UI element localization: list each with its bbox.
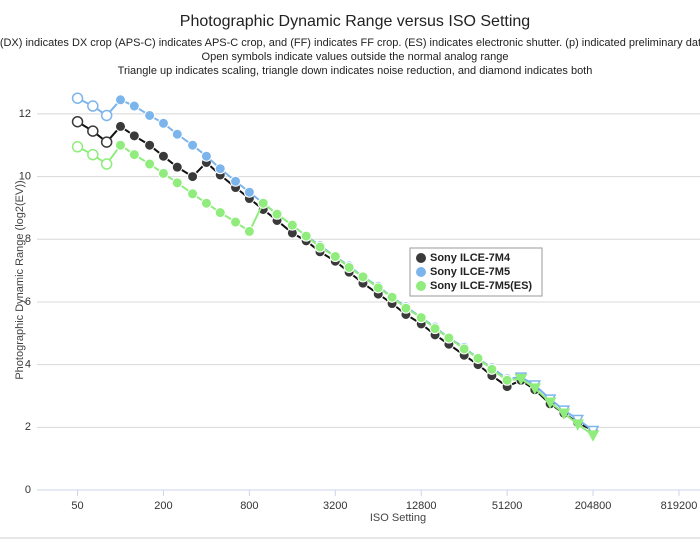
chart-subtitle: Open symbols indicate values outside the… (202, 51, 509, 63)
marker (157, 150, 169, 162)
marker (343, 261, 355, 273)
y-tick-label: 0 (25, 484, 31, 496)
marker (87, 125, 99, 137)
x-tick-label: 204800 (575, 500, 612, 512)
marker (557, 408, 571, 420)
x-tick-label: 12800 (406, 500, 437, 512)
y-tick-label: 12 (19, 108, 31, 120)
marker (171, 161, 183, 173)
legend-symbol (416, 267, 426, 277)
marker (271, 208, 283, 220)
marker (415, 312, 427, 324)
marker (187, 171, 199, 183)
marker (372, 282, 384, 294)
marker (528, 383, 542, 395)
marker (144, 158, 156, 170)
marker (144, 109, 156, 121)
x-tick-label: 3200 (323, 500, 347, 512)
marker (157, 167, 169, 179)
marker (100, 109, 113, 122)
y-tick-label: 4 (25, 359, 31, 371)
marker (443, 332, 455, 344)
marker (286, 219, 298, 231)
marker (171, 177, 183, 189)
marker (230, 175, 242, 187)
marker (257, 197, 269, 209)
chart-title: Photographic Dynamic Range versus ISO Se… (180, 13, 530, 30)
legend-symbol (416, 253, 426, 263)
marker (214, 163, 226, 175)
marker (114, 94, 126, 106)
marker (157, 117, 169, 129)
marker (87, 148, 99, 161)
marker (357, 271, 369, 283)
marker (214, 207, 226, 219)
y-axis-label: Photographic Dynamic Range (log2(EV)) (14, 180, 26, 379)
marker (71, 141, 84, 153)
marker (314, 241, 326, 253)
marker (543, 397, 557, 409)
marker (400, 302, 412, 314)
marker (114, 120, 126, 132)
marker (128, 149, 140, 161)
marker (514, 373, 528, 386)
marker (230, 216, 242, 228)
marker (429, 323, 441, 335)
marker (187, 139, 199, 151)
marker (100, 158, 113, 170)
marker (386, 291, 398, 303)
marker (586, 430, 600, 442)
legend-label: Sony ILCE-7M5 (430, 266, 510, 278)
x-tick-label: 819200 (661, 500, 698, 512)
marker (71, 92, 84, 104)
marker (571, 419, 585, 431)
x-tick-label: 50 (71, 500, 83, 512)
marker (128, 130, 140, 142)
chart-subtitle: Triangle up indicates scaling, triangle … (118, 65, 593, 77)
marker (128, 100, 140, 112)
marker (100, 136, 113, 148)
legend-label: Sony ILCE-7M4 (430, 252, 511, 264)
legend-symbol (416, 281, 426, 291)
marker (171, 128, 183, 140)
marker (114, 139, 126, 151)
marker (144, 139, 156, 151)
x-tick-label: 200 (154, 500, 172, 512)
marker (486, 363, 498, 375)
legend-box (409, 247, 543, 297)
legend-label: Sony ILCE-7M5(ES) (430, 280, 532, 292)
chart-subtitle: (DX) indicates DX crop (APS-C) indicates… (0, 37, 700, 49)
marker (187, 188, 199, 200)
y-tick-label: 8 (25, 233, 31, 245)
x-tick-label: 51200 (492, 500, 523, 512)
legend[interactable]: Sony ILCE-7M4 Sony ILCE-7M5 Sony ILCE-7M5(… (409, 247, 543, 297)
marker (329, 250, 341, 262)
marker (87, 100, 99, 112)
marker (300, 230, 312, 242)
x-axis-label: ISO Setting (370, 512, 426, 524)
marker (472, 352, 484, 364)
x-tick-label: 800 (240, 500, 258, 512)
marker (458, 343, 470, 355)
marker (243, 225, 255, 237)
marker (71, 115, 84, 128)
marker (501, 374, 513, 386)
marker (200, 150, 212, 162)
y-tick-label: 2 (25, 421, 31, 433)
marker (200, 197, 212, 209)
y-tick-label: 6 (25, 296, 31, 308)
y-tick-label: 10 (19, 170, 31, 182)
marker (243, 186, 255, 198)
